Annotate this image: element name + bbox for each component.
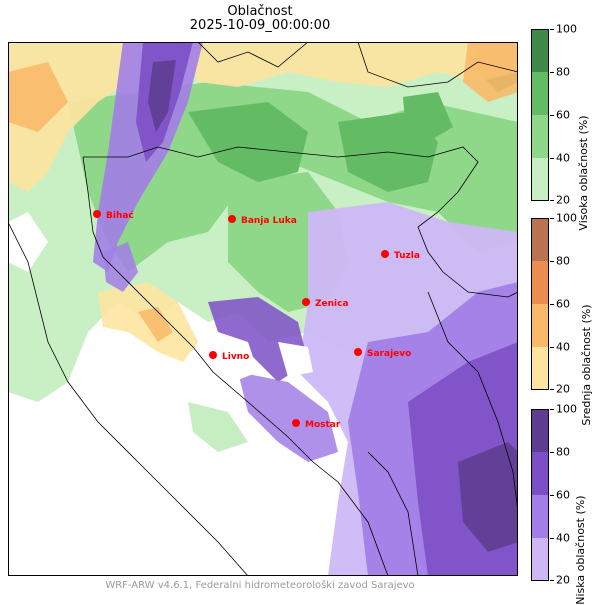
city-label-tuzla: Tuzla [394, 251, 420, 261]
city-label-livno: Livno [222, 352, 249, 362]
colorbar-label-mid: Srednja oblačnost (%) [580, 304, 594, 426]
colorbar-label-high: Visoka oblačnost (%) [577, 115, 591, 231]
colorbar-frame [531, 29, 549, 201]
map-title: Oblačnost [227, 4, 293, 19]
city-label-banja-luka: Banja Luka [241, 216, 297, 226]
tick-label: 60 [556, 488, 570, 502]
cloud-cover-map: Bihać Banja Luka Tuzla Zenica Livno Sara… [8, 42, 518, 576]
colorbar-segment [531, 115, 549, 158]
colorbar-segment [531, 347, 549, 390]
borders [8, 42, 518, 576]
tick-label: 20 [556, 382, 570, 396]
tick-label: 100 [556, 402, 577, 416]
colorbar-mid-cloud: 100 80 60 40 20 Srednja oblačnost (%) [531, 212, 593, 426]
colorbar-segment [531, 29, 549, 72]
colorbar-segment [531, 538, 549, 581]
city-dot-mostar [292, 419, 300, 427]
colorbar-high-cloud: 100 80 60 40 20 Visoka oblačnost (%) [531, 23, 590, 231]
cloud-layers [8, 42, 518, 576]
colorbar-segment [531, 218, 549, 261]
colorbar-frame [531, 409, 549, 581]
map-subtitle: 2025-10-09_00:00:00 [189, 18, 331, 33]
tick-label: 100 [556, 22, 577, 36]
city-dot-tuzla [381, 250, 389, 258]
tick-label: 80 [556, 65, 570, 79]
colorbar-segment [531, 452, 549, 495]
model-credit: WRF-ARW v4.6.1, Federalni hidrometeorolo… [105, 580, 415, 591]
tick-label: 80 [556, 254, 570, 268]
city-dot-banja-luka [228, 215, 236, 223]
city-dot-livno [209, 351, 217, 359]
city-markers: Bihać Banja Luka Tuzla Zenica Livno Sara… [93, 210, 420, 430]
city-label-bihac: Bihać [106, 210, 134, 221]
city-dot-zenica [302, 298, 310, 306]
city-dot-sarajevo [354, 348, 362, 356]
tick-label: 40 [556, 151, 570, 165]
city-dot-bihac [93, 210, 101, 218]
colorbar-segment [531, 261, 549, 304]
tick-label: 40 [556, 531, 570, 545]
colorbar-frame [531, 218, 549, 390]
city-label-sarajevo: Sarajevo [367, 349, 411, 359]
colorbar-segment [531, 409, 549, 452]
map-frame [8, 42, 518, 576]
colorbar-segment [531, 72, 549, 115]
tick-label: 80 [556, 445, 570, 459]
tick-label: 60 [556, 297, 570, 311]
tick-label: 20 [556, 573, 570, 587]
colorbar-label-low: Niska oblačnost (%) [574, 495, 588, 605]
tick-label: 100 [556, 211, 577, 225]
tick-label: 40 [556, 340, 570, 354]
tick-label: 20 [556, 193, 570, 207]
colorbar-low-cloud: 100 80 60 40 20 Niska oblačnost (%) [531, 403, 587, 605]
city-label-mostar: Mostar [305, 420, 341, 430]
colorbar-segment [531, 158, 549, 201]
city-label-zenica: Zenica [315, 299, 349, 309]
colorbar-segment [531, 304, 549, 347]
colorbar-segment [531, 495, 549, 538]
tick-label: 60 [556, 108, 570, 122]
